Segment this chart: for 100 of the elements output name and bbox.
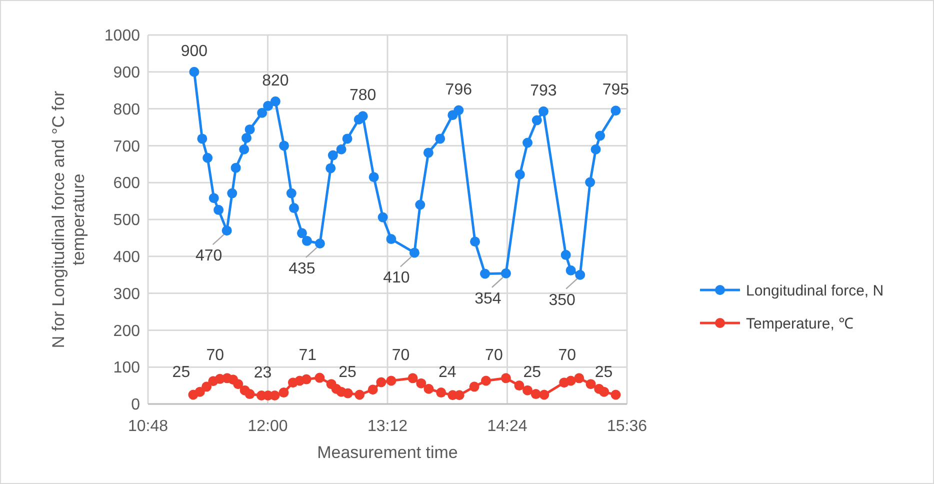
annotation: 25 <box>172 364 190 381</box>
point <box>424 384 434 394</box>
annotation: 24 <box>438 364 456 382</box>
point <box>263 100 274 111</box>
point <box>202 382 212 392</box>
annotation: 793 <box>530 82 557 100</box>
point <box>202 152 213 163</box>
y-tick-label: 0 <box>131 396 140 414</box>
y-tick-label: 1000 <box>104 28 140 45</box>
point <box>314 238 325 248</box>
legend-label: Temperature, ℃ <box>746 315 854 332</box>
point <box>368 172 379 182</box>
point <box>514 169 525 180</box>
point <box>595 130 606 141</box>
x-axis-title: Measurement time <box>317 443 458 462</box>
annotation: 71 <box>298 346 317 364</box>
point <box>233 379 244 390</box>
annotation: 70 <box>485 347 503 364</box>
point <box>416 378 426 388</box>
annotation: 796 <box>445 81 472 98</box>
point <box>599 386 610 397</box>
point <box>336 144 346 154</box>
point <box>378 212 388 222</box>
point <box>194 386 205 397</box>
point <box>257 108 268 118</box>
y-tick-label: 600 <box>113 175 140 192</box>
y-tick-label: 700 <box>113 138 140 156</box>
point <box>386 376 396 386</box>
y-tick-label: 300 <box>113 286 140 303</box>
point <box>358 111 368 122</box>
point <box>500 268 511 278</box>
point <box>328 150 338 160</box>
point <box>480 268 490 279</box>
point <box>514 380 524 391</box>
point <box>435 134 446 144</box>
point <box>530 389 541 400</box>
point <box>575 270 586 280</box>
point <box>409 248 420 258</box>
x-tick-label: 10:48 <box>128 418 168 435</box>
point <box>244 124 255 134</box>
annotation: 23 <box>254 364 272 382</box>
point <box>342 134 352 144</box>
annotation: 70 <box>558 347 576 364</box>
annotation: 795 <box>602 82 630 99</box>
point <box>532 115 542 126</box>
x-tick-label: 12:00 <box>248 418 288 435</box>
annotation: 70 <box>206 347 224 364</box>
point <box>415 200 426 210</box>
point <box>566 376 576 386</box>
point <box>197 134 208 144</box>
y-tick-label: 200 <box>113 322 140 340</box>
point <box>278 388 289 398</box>
point <box>286 188 296 198</box>
point <box>522 138 533 148</box>
point <box>566 265 576 276</box>
point <box>560 250 571 260</box>
point <box>470 236 480 247</box>
annotation: 435 <box>288 260 316 278</box>
point <box>214 204 224 215</box>
y-tick-label: 800 <box>113 101 140 118</box>
point <box>244 389 255 400</box>
x-tick-label: 15:36 <box>606 418 648 435</box>
point <box>239 144 250 154</box>
annotation: 820 <box>262 72 289 90</box>
x-tick-label: 14:24 <box>487 418 528 435</box>
y-tick-label: 500 <box>113 212 140 230</box>
y-tick-label: 100 <box>113 360 140 377</box>
point <box>241 132 252 143</box>
annotation: 350 <box>548 292 576 309</box>
point <box>227 188 238 198</box>
point <box>522 385 533 396</box>
point <box>590 144 601 154</box>
point <box>408 373 418 384</box>
point <box>586 379 596 390</box>
point <box>279 140 290 151</box>
point <box>610 106 621 116</box>
annotation: 470 <box>195 248 222 265</box>
point <box>208 193 219 204</box>
annotation: 25 <box>338 364 357 381</box>
annotation: 410 <box>383 270 410 287</box>
point <box>302 236 312 246</box>
point <box>585 177 596 188</box>
x-tick-label: 13:12 <box>367 418 408 435</box>
annotation: 354 <box>474 290 502 308</box>
point <box>538 106 548 116</box>
y-axis-title: N for Longitudinal force and °C for temperature <box>48 90 88 348</box>
point <box>230 162 241 173</box>
annotation: 70 <box>392 347 410 364</box>
point <box>376 377 386 388</box>
point <box>539 390 550 400</box>
point <box>469 382 480 392</box>
point <box>423 148 434 158</box>
point <box>368 384 378 395</box>
annotation: 780 <box>350 87 376 104</box>
point <box>500 373 511 384</box>
legend-label: Longitudinal force, N <box>746 282 884 300</box>
point <box>354 390 365 400</box>
point <box>610 390 621 400</box>
point <box>296 228 307 238</box>
point <box>189 66 200 77</box>
